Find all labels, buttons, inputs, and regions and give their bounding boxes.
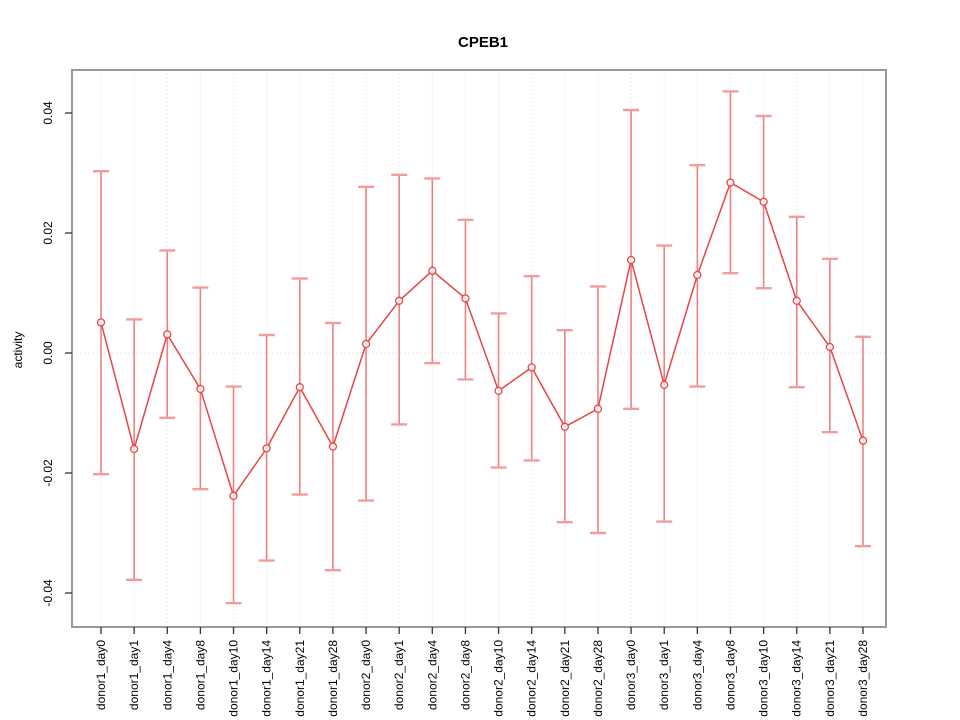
x-tick-label: donor3_day4 [690,640,704,710]
chart-title: CPEB1 [458,34,508,51]
data-point-marker [825,342,835,352]
y-tick-label: -0.04 [41,579,55,607]
data-point-marker [693,270,702,280]
data-point-marker [295,383,304,392]
x-tick-label: donor3_day0 [624,640,638,710]
y-tick-label: 0.02 [41,221,55,245]
x-tick-label: donor1_day1 [127,640,141,710]
x-tick-label: donor3_day1 [657,640,671,710]
data-point-marker [196,384,205,394]
x-tick-label: donor3_day8 [723,640,737,710]
x-tick-label: donor2_day21 [558,640,572,717]
x-tick-label: donor2_day1 [392,640,406,710]
data-point-marker [229,491,238,500]
data-point-marker [328,442,338,451]
data-point-marker [461,294,470,303]
x-tick-label: donor2_day4 [425,640,439,710]
data-point-marker [759,197,768,206]
data-point-marker [858,436,868,445]
x-tick-label: donor2_day8 [458,640,472,710]
data-point-marker [163,330,172,339]
series-line [100,181,864,498]
data-point-marker [527,363,536,372]
data-point-marker [494,386,503,395]
data-point-marker [726,178,735,187]
axis-ticks-layer [65,112,864,634]
x-tick-label: donor3_day14 [790,640,804,717]
error-bars-layer [93,90,871,605]
x-tick-label: donor3_day28 [856,640,870,717]
series-layer [96,178,868,500]
data-point-marker [428,266,437,275]
y-tick-label: 0.00 [41,341,55,365]
x-tick-label: donor1_day14 [260,640,274,717]
data-point-marker [660,380,669,389]
data-point-marker [262,444,271,453]
x-tick-label: donor1_day4 [160,640,174,710]
x-tick-label: donor1_day10 [227,640,241,717]
y-tick-label: 0.04 [41,101,55,125]
x-tick-label: donor2_day10 [492,640,506,717]
data-point-marker [593,404,603,413]
plot-frame [71,69,887,628]
plot-frame-layer [71,69,887,628]
data-point-marker [395,296,404,305]
data-point-marker [129,444,139,454]
data-point-marker [626,255,636,265]
x-tick-label: donor1_day8 [193,640,207,710]
x-tick-label: donor2_day14 [525,640,539,717]
y-axis-label: activity [11,332,25,369]
x-tick-label: donor1_day0 [94,640,108,710]
y-tick-label: -0.02 [41,459,55,487]
x-tick-label: donor2_day0 [359,640,373,710]
x-tick-label: donor1_day28 [326,640,340,717]
x-tick-label: donor1_day21 [293,640,307,717]
data-point-marker [792,296,801,305]
x-tick-label: donor3_day10 [757,640,771,717]
x-tick-label: donor2_day28 [591,640,605,717]
data-point-marker [96,318,106,327]
x-tick-label: donor3_day21 [823,640,837,717]
data-point-marker [560,422,569,431]
axis-labels-layer: 0.04 0.02 0.00 -0.02 -0.04 donor1_day0 donor1_… [41,101,870,717]
data-point-marker [361,339,371,349]
